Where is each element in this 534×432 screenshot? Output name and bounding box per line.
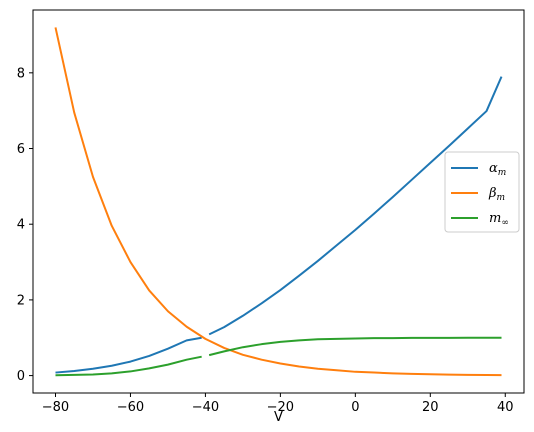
series-line-0 xyxy=(208,76,503,336)
series-layer xyxy=(54,27,503,377)
x-axis-label: V xyxy=(274,410,283,425)
y-tick-label: 6 xyxy=(17,142,25,157)
x-axis-ticks: −80 −60 −40 −20 0 20 40 xyxy=(42,393,514,415)
y-tick-label: 4 xyxy=(17,218,25,233)
plot-area: −80 −60 −40 −20 0 20 40 0 2 4 6 8 xyxy=(17,9,525,415)
x-tick-label: −20 xyxy=(267,400,294,415)
legend-box xyxy=(444,151,520,233)
series-line-2 xyxy=(208,336,502,357)
series-line-0 xyxy=(55,336,202,374)
legend-items: αm βm m∞ xyxy=(451,161,509,228)
legend-label-0: αm xyxy=(489,161,506,178)
y-tick-label: 2 xyxy=(17,293,25,308)
x-tick-label: −80 xyxy=(42,400,69,415)
x-tick-label: 40 xyxy=(497,400,514,415)
x-tick-label: −40 xyxy=(192,400,219,415)
y-axis-ticks: 0 2 4 6 8 xyxy=(17,66,33,384)
legend-label-1: βm xyxy=(488,186,505,203)
legend-label-2: m∞ xyxy=(489,211,509,228)
x-tick-label: 20 xyxy=(422,400,439,415)
series-line-1 xyxy=(54,27,502,377)
plot-frame xyxy=(32,9,525,394)
series-line-2 xyxy=(55,355,202,377)
legend: αm βm m∞ xyxy=(444,151,520,233)
x-tick-label: −60 xyxy=(117,400,144,415)
y-tick-label: 0 xyxy=(17,369,25,384)
x-tick-label: 0 xyxy=(351,400,359,415)
y-tick-label: 8 xyxy=(17,66,25,81)
